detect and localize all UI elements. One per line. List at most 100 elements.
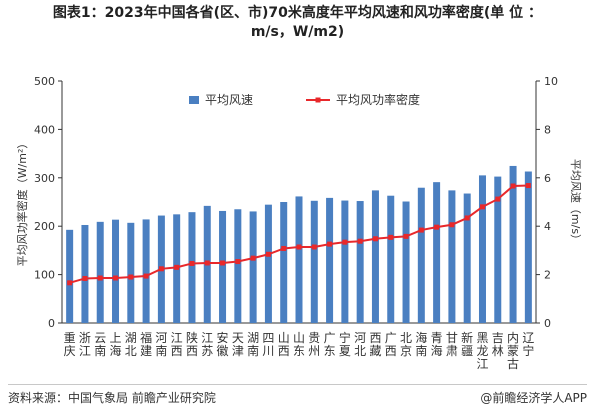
right-tick-label: 6 [544, 172, 551, 185]
power-density-point [143, 273, 149, 279]
x-category-label: 广 [324, 331, 336, 345]
power-density-point [464, 215, 470, 221]
wind-speed-bar [371, 190, 379, 323]
chart-title: 图表1：2023年中国各省(区、市)70米高度年平均风速和风功率密度(单 位 ：… [0, 4, 595, 42]
x-category-label: 安 [217, 330, 229, 345]
wind-speed-bar [280, 202, 288, 323]
wind-speed-bar [387, 195, 395, 323]
combo-chart: 0 100 200 300 400 500 0 2 4 6 8 10 平均风功率密度（W/m²） 平均风速… [15, 75, 582, 371]
power-density-point [113, 275, 119, 281]
wind-speed-bar [341, 200, 349, 323]
wind-speed-bar [81, 224, 89, 323]
x-category-label: 津 [232, 344, 244, 358]
x-axis-labels: 重庆浙江云南上海湖北福建河南江西陕西江苏安徽天津湖南四川山西山东贵州广东宁夏河北… [64, 330, 535, 371]
wind-speed-bar [234, 209, 242, 323]
right-tick-label: 8 [544, 123, 551, 136]
x-category-label: 苏 [201, 344, 213, 358]
power-density-point [296, 244, 302, 250]
x-category-label: 山 [278, 331, 290, 345]
x-category-label: 黑 [476, 331, 488, 345]
power-density-point [327, 241, 333, 247]
x-category-label: 湖 [247, 330, 259, 345]
power-density-point [128, 274, 134, 280]
left-axis-title: 平均风功率密度（W/m²） [15, 138, 29, 267]
x-category-label: 西 [186, 344, 198, 358]
power-density-point [403, 233, 409, 239]
wind-speed-bar [463, 193, 471, 323]
x-category-label: 疆 [461, 344, 473, 358]
wind-speed-bar [188, 212, 196, 323]
power-density-point [97, 275, 103, 281]
power-density-point [525, 183, 531, 189]
x-category-label: 海 [431, 343, 443, 358]
x-category-label: 新 [461, 330, 473, 345]
x-category-label: 蒙 [507, 344, 519, 358]
power-density-point [189, 260, 195, 266]
power-density-point [204, 260, 210, 266]
x-category-label: 南 [247, 343, 259, 358]
x-category-label: 甘 [446, 331, 458, 345]
x-category-label: 浙 [79, 331, 91, 345]
x-category-label: 南 [415, 343, 427, 358]
x-category-label: 州 [308, 344, 320, 358]
power-density-point [220, 260, 226, 266]
x-category-label: 东 [324, 344, 336, 358]
wind-speed-bar [478, 175, 486, 323]
wind-speed-bar [356, 201, 364, 323]
x-category-label: 东 [293, 344, 305, 358]
wind-speed-bar [219, 210, 227, 323]
chart-axes: 0 100 200 300 400 500 0 2 4 6 8 10 平均风功率密度（W/m²） 平均风速… [15, 75, 582, 330]
x-category-label: 林 [492, 344, 504, 358]
right-tick-label: 4 [544, 220, 551, 233]
left-tick-label: 100 [34, 269, 55, 282]
wind-speed-bar [326, 197, 334, 323]
left-tick-label: 300 [34, 172, 55, 185]
right-tick-label: 0 [544, 317, 551, 330]
x-category-label: 夏 [339, 344, 351, 358]
wind-speed-bar [127, 222, 135, 323]
left-tick-label: 400 [34, 123, 55, 136]
power-density-point [174, 264, 180, 270]
wind-speed-bars [66, 165, 532, 323]
x-category-label: 川 [262, 344, 274, 358]
x-category-label: 湖 [125, 330, 137, 345]
x-category-label: 上 [110, 331, 122, 345]
power-density-point [479, 204, 485, 210]
x-category-label: 北 [354, 344, 366, 358]
x-category-label: 江 [79, 344, 91, 358]
power-density-point [235, 259, 241, 265]
power-density-point [495, 196, 501, 202]
x-category-label: 西 [385, 344, 397, 358]
power-density-point [311, 244, 317, 250]
x-category-label: 江 [476, 357, 488, 371]
left-tick-label: 200 [34, 220, 55, 233]
x-category-label: 京 [400, 344, 412, 358]
power-density-point [510, 183, 516, 189]
power-density-line [67, 183, 531, 286]
power-density-point [265, 251, 271, 257]
power-density-point [158, 266, 164, 272]
x-category-label: 河 [354, 331, 366, 345]
wind-speed-bar [112, 219, 120, 323]
power-density-point [418, 227, 424, 233]
chart-title-line-1: 图表1：2023年中国各省(区、市)70米高度年平均风速和风功率密度(单 位 ： [52, 5, 543, 21]
x-category-label: 海 [415, 330, 427, 345]
footer-divider [8, 384, 587, 385]
x-category-label: 龙 [476, 344, 488, 358]
x-category-label: 徽 [217, 343, 229, 358]
x-category-label: 四 [262, 331, 274, 345]
legend-line-marker [315, 97, 321, 103]
x-category-label: 宁 [339, 330, 351, 345]
right-axis-title: 平均风速（m/s） [569, 159, 582, 245]
left-tick-label: 500 [34, 75, 55, 88]
x-category-label: 建 [140, 344, 152, 358]
x-category-label: 河 [155, 331, 167, 345]
wind-speed-bar [295, 196, 303, 323]
power-density-point [449, 222, 455, 228]
wind-speed-bar [417, 187, 425, 323]
x-category-label: 西 [278, 344, 290, 358]
x-category-label: 南 [94, 343, 106, 358]
source-note: 资料来源：中国气象局 前瞻产业研究院 [8, 391, 216, 405]
power-density-point [82, 275, 88, 281]
right-tick-label: 2 [544, 269, 551, 282]
